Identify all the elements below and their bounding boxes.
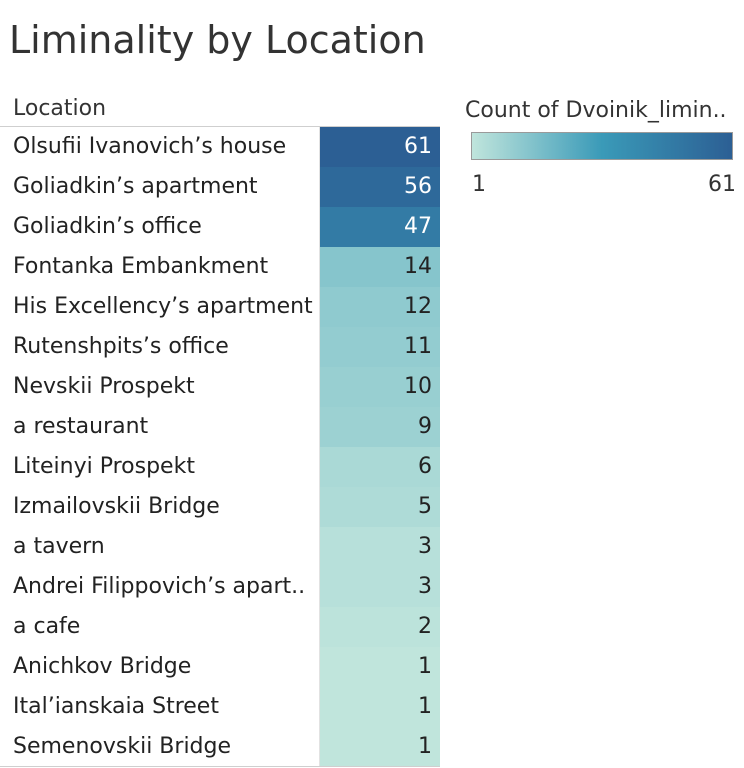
location-label[interactable]: Ital’ianskaia Street (13, 694, 219, 719)
heat-cell[interactable]: 14 (320, 247, 440, 287)
table-row[interactable]: Andrei Filippovich’s apart.. 3 (0, 567, 440, 607)
color-legend-gradient[interactable] (471, 132, 733, 160)
heat-cell[interactable]: 6 (320, 447, 440, 487)
table-row[interactable]: Izmailovskii Bridge 5 (0, 487, 440, 527)
table-row[interactable]: a tavern 3 (0, 527, 440, 567)
location-label[interactable]: Izmailovskii Bridge (13, 494, 220, 519)
location-label[interactable]: a tavern (13, 534, 105, 559)
location-label[interactable]: Andrei Filippovich’s apart.. (13, 574, 306, 599)
table-row[interactable]: a cafe 2 (0, 607, 440, 647)
location-label[interactable]: His Excellency’s apartment (13, 294, 313, 319)
legend-min-label: 1 (472, 172, 486, 197)
table-row[interactable]: Fontanka Embankment 14 (0, 247, 440, 287)
legend-title: Count of Dvoinik_limin.. (465, 98, 727, 123)
heat-cell[interactable]: 47 (320, 207, 440, 247)
label-column-divider (319, 127, 320, 767)
location-label[interactable]: Goliadkin’s apartment (13, 174, 258, 199)
location-label[interactable]: Nevskii Prospekt (13, 374, 195, 399)
table-row[interactable]: His Excellency’s apartment 12 (0, 287, 440, 327)
chart-title: Liminality by Location (9, 18, 426, 62)
heat-cell[interactable]: 12 (320, 287, 440, 327)
table-row[interactable]: Rutenshpits’s office 11 (0, 327, 440, 367)
location-label[interactable]: a cafe (13, 614, 81, 639)
location-label[interactable]: Anichkov Bridge (13, 654, 192, 679)
table-row[interactable]: Liteinyi Prospekt 6 (0, 447, 440, 487)
location-label[interactable]: Rutenshpits’s office (13, 334, 229, 359)
heat-cell[interactable]: 9 (320, 407, 440, 447)
heat-cell[interactable]: 3 (320, 527, 440, 567)
table-row[interactable]: Olsufii Ivanovich’s house 61 (0, 127, 440, 167)
location-label[interactable]: Goliadkin’s office (13, 214, 202, 239)
heat-cell[interactable]: 56 (320, 167, 440, 207)
table-row[interactable]: Nevskii Prospekt 10 (0, 367, 440, 407)
heat-cell[interactable]: 2 (320, 607, 440, 647)
heat-cell[interactable]: 1 (320, 687, 440, 727)
heat-cell[interactable]: 11 (320, 327, 440, 367)
heat-cell[interactable]: 1 (320, 647, 440, 687)
table-row[interactable]: Ital’ianskaia Street 1 (0, 687, 440, 727)
table-row[interactable]: a restaurant 9 (0, 407, 440, 447)
heat-cell[interactable]: 61 (320, 127, 440, 167)
location-label[interactable]: Fontanka Embankment (13, 254, 269, 279)
table-row[interactable]: Goliadkin’s apartment 56 (0, 167, 440, 207)
table-row[interactable]: Goliadkin’s office 47 (0, 207, 440, 247)
header-divider (0, 126, 440, 127)
location-column-header[interactable]: Location (13, 96, 107, 121)
table-row[interactable]: Anichkov Bridge 1 (0, 647, 440, 687)
heat-cell[interactable]: 10 (320, 367, 440, 407)
heatmap-table: Olsufii Ivanovich’s house 61 Goliadkin’s a… (0, 127, 440, 767)
location-label[interactable]: Olsufii Ivanovich’s house (13, 134, 287, 159)
location-label[interactable]: Liteinyi Prospekt (13, 454, 195, 479)
bottom-divider (0, 766, 440, 767)
location-label[interactable]: Semenovskii Bridge (13, 734, 232, 759)
heat-cell[interactable]: 5 (320, 487, 440, 527)
legend-max-label: 61 (708, 172, 736, 197)
heat-cell[interactable]: 3 (320, 567, 440, 607)
table-row[interactable]: Semenovskii Bridge 1 (0, 727, 440, 767)
heat-cell[interactable]: 1 (320, 727, 440, 767)
location-label[interactable]: a restaurant (13, 414, 149, 439)
